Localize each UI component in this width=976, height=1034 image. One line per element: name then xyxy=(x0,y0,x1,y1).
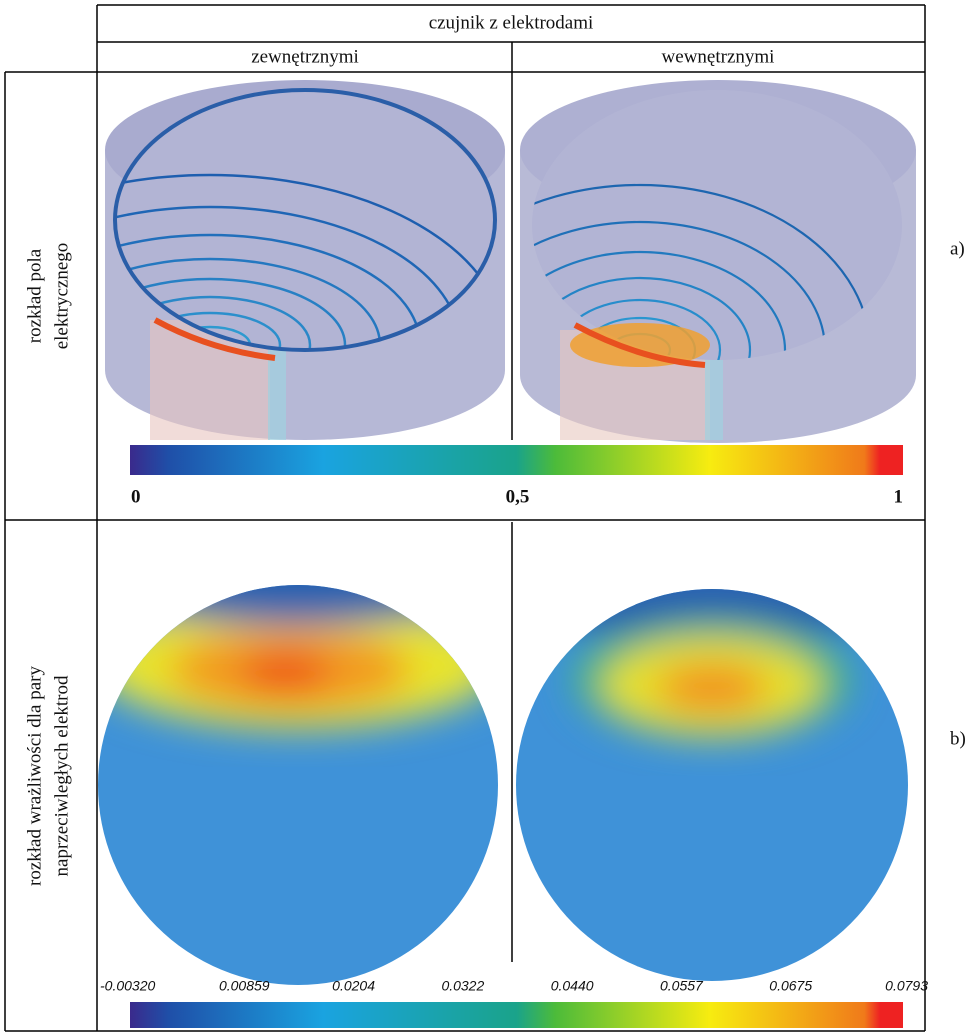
colorbar-label: 0.0793 xyxy=(885,978,928,994)
column-header: zewnętrznymi xyxy=(251,46,359,67)
row-tag: b) xyxy=(950,728,966,749)
colorbar-label: 0.0204 xyxy=(332,978,375,994)
sensitivity-image-inner xyxy=(510,560,920,985)
colorbar-label: 1 xyxy=(894,486,904,507)
row-label: naprzeciwległych elektrod xyxy=(51,675,72,876)
row-tag: a) xyxy=(950,238,965,259)
colorbar-label: 0 xyxy=(131,486,141,507)
colorbar-label: 0.0675 xyxy=(769,978,812,994)
colorbar-label: -0.00320 xyxy=(100,978,155,994)
row-label: elektrycznego xyxy=(51,243,72,350)
row-label: rozkład wrażliwości dla pary xyxy=(24,666,45,886)
colorbar-label: 0.0440 xyxy=(551,978,594,994)
colorbar xyxy=(130,445,903,475)
sensitivity-image-outer xyxy=(68,545,528,1000)
column-header: wewnętrznymi xyxy=(662,46,775,67)
colorbar-label: 0.0557 xyxy=(660,978,704,994)
colorbar xyxy=(130,1002,903,1028)
figure: czujnik z elektrodami zewnętrznymi wewnętr… xyxy=(0,0,976,1034)
header-title: czujnik z elektrodami xyxy=(429,12,594,33)
colorbar-label: 0.0322 xyxy=(441,978,484,994)
colorbar-label: 0.00859 xyxy=(219,978,270,994)
row-label: rozkład pola xyxy=(24,248,45,343)
colorbar-label: 0,5 xyxy=(506,486,530,507)
